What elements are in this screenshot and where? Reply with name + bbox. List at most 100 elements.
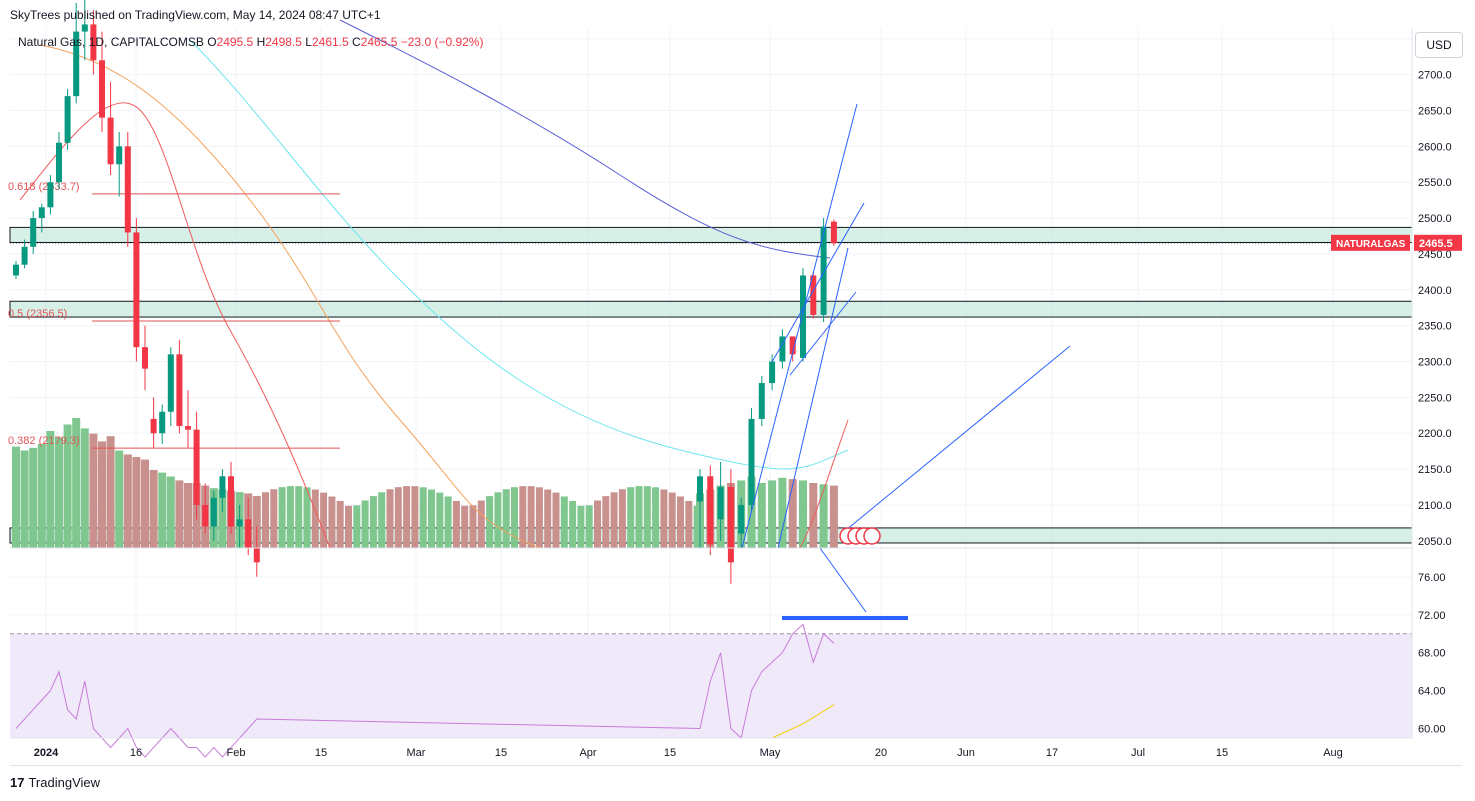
candle-body xyxy=(193,429,200,505)
price-tick-label: 2350.0 xyxy=(1418,321,1452,333)
footer-border xyxy=(10,765,1462,766)
price-tick-label: 2250.0 xyxy=(1418,392,1452,404)
rsi-ma-line xyxy=(771,704,835,739)
volume-bar xyxy=(158,472,167,548)
volume-bar xyxy=(311,489,319,548)
volume-bar xyxy=(115,450,124,548)
rsi-band xyxy=(10,633,1412,738)
volume-bar xyxy=(123,454,132,548)
us-flag-event-icon[interactable] xyxy=(863,527,881,545)
volume-bar xyxy=(419,487,427,548)
time-tick-label: Feb xyxy=(227,747,246,759)
volume-bar xyxy=(618,489,626,548)
candle-body xyxy=(21,246,28,265)
trend-line xyxy=(771,202,865,363)
candle-body xyxy=(38,207,45,219)
candle-body xyxy=(81,24,88,32)
fib-level-label: 0.382 (2179.3) xyxy=(8,435,80,447)
volume-bar xyxy=(594,500,601,548)
candle-body xyxy=(245,519,252,548)
time-tick-label: Jul xyxy=(1131,747,1145,759)
candle-body xyxy=(830,221,837,244)
legend-c-label: C xyxy=(352,35,361,49)
time-tick-label: 15 xyxy=(1216,747,1228,759)
volume-bar xyxy=(403,486,411,548)
candle-body xyxy=(47,182,54,208)
volume-bar xyxy=(278,487,286,548)
last-price-tag xyxy=(1414,234,1462,251)
volume-bar xyxy=(270,489,278,548)
volume-bar xyxy=(569,500,577,548)
price-tick-label: 2500.0 xyxy=(1418,213,1452,225)
volume-bar xyxy=(378,492,386,548)
trend-line xyxy=(789,291,857,376)
currency-button[interactable]: USD xyxy=(1415,32,1463,58)
volume-bar xyxy=(386,489,394,548)
moving-average-line xyxy=(339,19,831,259)
volume-bar xyxy=(428,489,435,548)
volume-bar xyxy=(353,505,361,548)
volume-bar xyxy=(757,483,766,548)
volume-bar xyxy=(320,492,328,548)
volume-bar xyxy=(768,480,777,548)
volume-bar xyxy=(303,487,311,548)
candle-body xyxy=(810,275,817,315)
rsi-tick-label: 64.00 xyxy=(1418,686,1446,698)
tradingview-logo[interactable]: 17 TradingView xyxy=(10,775,100,790)
candle-body xyxy=(142,347,148,369)
candles xyxy=(13,0,837,584)
time-tick-label: Mar xyxy=(407,747,426,759)
candle-body xyxy=(707,476,714,545)
volume-bar xyxy=(829,485,838,548)
volume-bar xyxy=(345,505,352,548)
candle-body xyxy=(738,504,745,534)
candle-body xyxy=(210,497,217,527)
axes: 2750.02700.02650.02600.02550.02500.02450… xyxy=(10,28,1462,766)
fib-levels: 0.618 (2533.7) 0.5 (2356.5) 0.382 (2179.3) xyxy=(8,181,340,449)
volume-bar xyxy=(336,500,344,548)
volume-bar xyxy=(544,489,552,548)
candle-body xyxy=(124,146,131,233)
moving-average-line xyxy=(189,39,849,470)
last-price-tag-label: 2465.5 xyxy=(1419,238,1453,250)
legend-l-value: 2461.5 xyxy=(311,35,349,49)
legend-h-label: H xyxy=(256,35,266,49)
time-tick-label: 15 xyxy=(664,747,676,759)
time-tick-label: Apr xyxy=(579,747,596,759)
candle-body xyxy=(167,354,174,412)
price-tick-label: 2200.0 xyxy=(1418,428,1452,440)
volume-bar xyxy=(519,486,527,548)
candle-body xyxy=(64,96,71,143)
moving-averages xyxy=(19,19,849,549)
candle-body xyxy=(107,117,114,165)
volume-bar xyxy=(788,479,797,548)
time-tick-label: Jun xyxy=(957,747,975,759)
volume-bar xyxy=(132,457,141,548)
candle-body xyxy=(99,60,105,118)
candle-body xyxy=(789,336,796,355)
volume-bar xyxy=(660,489,668,548)
economic-events[interactable] xyxy=(839,527,881,545)
volume-bar xyxy=(809,483,818,548)
volume-bar xyxy=(668,492,676,548)
candle-body xyxy=(30,218,37,247)
candle-body xyxy=(13,264,19,276)
volume-bar xyxy=(494,492,502,548)
price-tick-label: 2050.0 xyxy=(1418,536,1452,548)
volume-bar xyxy=(89,433,98,548)
legend-o-value: 2495.5 xyxy=(216,35,254,49)
volume-bar xyxy=(461,505,469,548)
price-tick-label: 2650.0 xyxy=(1418,105,1452,117)
rsi-tick-label: 72.00 xyxy=(1418,610,1446,622)
time-tick-label: 16 xyxy=(130,747,142,759)
symbol-price-tag xyxy=(1331,234,1410,251)
volume-bar xyxy=(778,477,787,548)
legend-symbol[interactable]: Natural Gas, 1D, CAPITALCOMSB xyxy=(18,35,204,49)
fib-level-label: 0.618 (2533.7) xyxy=(8,181,80,193)
volume-bar xyxy=(252,496,261,548)
volume-bar xyxy=(328,496,336,548)
volume-bar xyxy=(63,424,72,548)
candle-body xyxy=(133,232,140,348)
price-tick-label: 2400.0 xyxy=(1418,285,1452,297)
